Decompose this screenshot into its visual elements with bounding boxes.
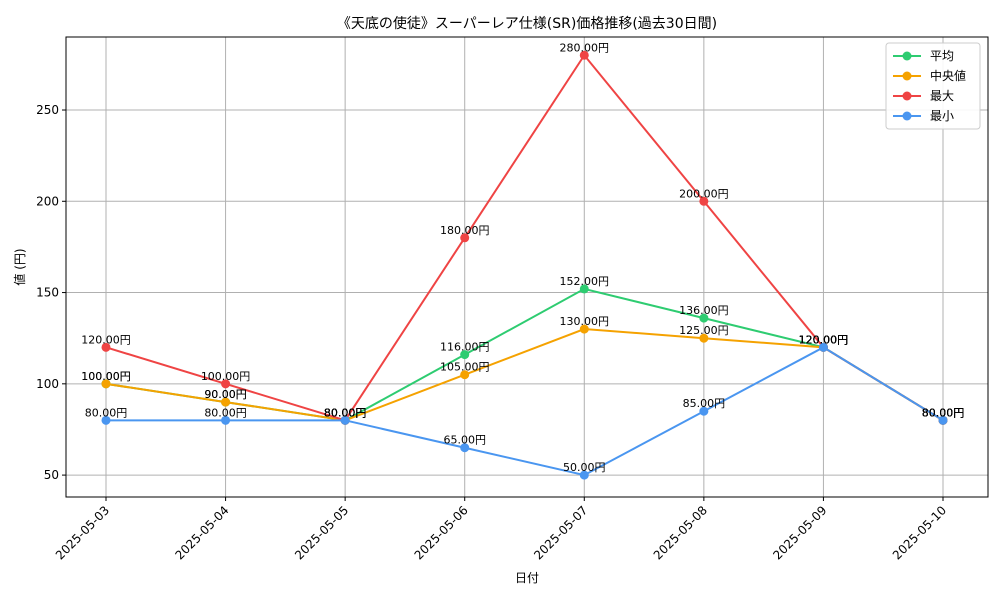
data-point <box>938 415 948 425</box>
data-label: 120.00円 <box>799 333 849 346</box>
y-tick-label: 250 <box>36 103 59 117</box>
chart-title: 《天底の使徒》スーパーレア仕様(SR)価格推移(過去30日間) <box>337 15 717 32</box>
legend-label: 中央値 <box>930 68 966 83</box>
series-3 <box>101 342 948 480</box>
data-point <box>460 370 470 380</box>
data-label: 65.00円 <box>443 434 486 447</box>
data-point <box>699 313 709 323</box>
legend-marker <box>902 71 912 81</box>
data-point <box>460 350 470 360</box>
data-point <box>460 233 470 243</box>
data-label: 80.00円 <box>324 406 367 419</box>
data-label: 80.00円 <box>922 406 965 419</box>
data-point <box>101 415 111 425</box>
data-label: 120.00円 <box>81 333 131 346</box>
data-point <box>579 50 589 60</box>
legend-marker <box>902 91 912 101</box>
data-label: 120.00円 <box>799 333 849 346</box>
data-point <box>579 284 589 294</box>
data-point <box>221 379 231 389</box>
data-point <box>699 196 709 206</box>
legend-item: 最小 <box>893 109 954 123</box>
data-point <box>101 342 111 352</box>
data-label: 90.00円 <box>204 388 247 401</box>
data-label: 80.00円 <box>324 406 367 419</box>
legend-item: 平均 <box>893 49 954 63</box>
y-tick-label: 200 <box>36 194 59 208</box>
data-point <box>699 406 709 416</box>
data-label: 90.00円 <box>204 388 247 401</box>
data-label: 200.00円 <box>679 187 729 200</box>
y-tick-label: 50 <box>44 468 59 482</box>
legend-label: 平均 <box>930 49 954 63</box>
data-label: 100.00円 <box>81 370 131 383</box>
data-point <box>340 415 350 425</box>
data-point <box>579 324 589 334</box>
data-label: 152.00円 <box>560 275 610 288</box>
series-layer <box>101 50 948 480</box>
legend-item: 最大 <box>893 89 954 103</box>
plot-frame <box>65 36 989 498</box>
data-label: 80.00円 <box>922 406 965 419</box>
data-label: 136.00円 <box>679 304 729 317</box>
data-label: 116.00円 <box>440 341 490 354</box>
data-label: 80.00円 <box>324 406 367 419</box>
series-line <box>105 53 944 422</box>
y-tick-label: 150 <box>36 286 59 300</box>
y-axis: 50 100 150 200 250 <box>36 103 66 482</box>
data-label: 125.00円 <box>679 324 729 337</box>
data-label: 100.00円 <box>201 370 251 383</box>
data-label: 50.00円 <box>563 461 606 474</box>
data-label: 105.00円 <box>440 361 490 374</box>
data-labels-layer: 100.00円 90.00円 80.00円 116.00円 152.00円 136.00円… <box>81 41 964 474</box>
data-label: 120.00円 <box>799 333 849 346</box>
data-label: 85.00円 <box>683 397 726 410</box>
legend-label: 最大 <box>930 89 954 103</box>
data-point <box>818 342 828 352</box>
legend-label: 最小 <box>930 109 954 123</box>
x-axis-label: 日付 <box>515 571 539 585</box>
data-label: 130.00円 <box>560 315 610 328</box>
legend-marker <box>902 51 912 61</box>
data-label: 80.00円 <box>85 406 128 419</box>
legend-marker <box>902 111 912 121</box>
series-line <box>105 328 944 422</box>
legend-item: 中央値 <box>893 68 966 83</box>
data-point <box>221 397 231 407</box>
data-label: 180.00円 <box>440 224 490 237</box>
data-point <box>699 333 709 343</box>
data-label: 80.00円 <box>922 406 965 419</box>
data-label: 80.00円 <box>922 406 965 419</box>
data-label: 80.00円 <box>204 406 247 419</box>
y-tick-label: 100 <box>36 377 59 391</box>
data-point <box>460 443 470 453</box>
data-label: 280.00円 <box>560 41 610 54</box>
data-label: 80.00円 <box>324 406 367 419</box>
data-label: 120.00円 <box>799 333 849 346</box>
data-point <box>579 470 589 480</box>
legend-box <box>885 42 981 130</box>
data-label: 100.00円 <box>81 370 131 383</box>
data-point <box>101 379 111 389</box>
y-axis-label: 値 (円) <box>12 248 27 285</box>
data-point <box>221 415 231 425</box>
series-line <box>106 346 944 477</box>
